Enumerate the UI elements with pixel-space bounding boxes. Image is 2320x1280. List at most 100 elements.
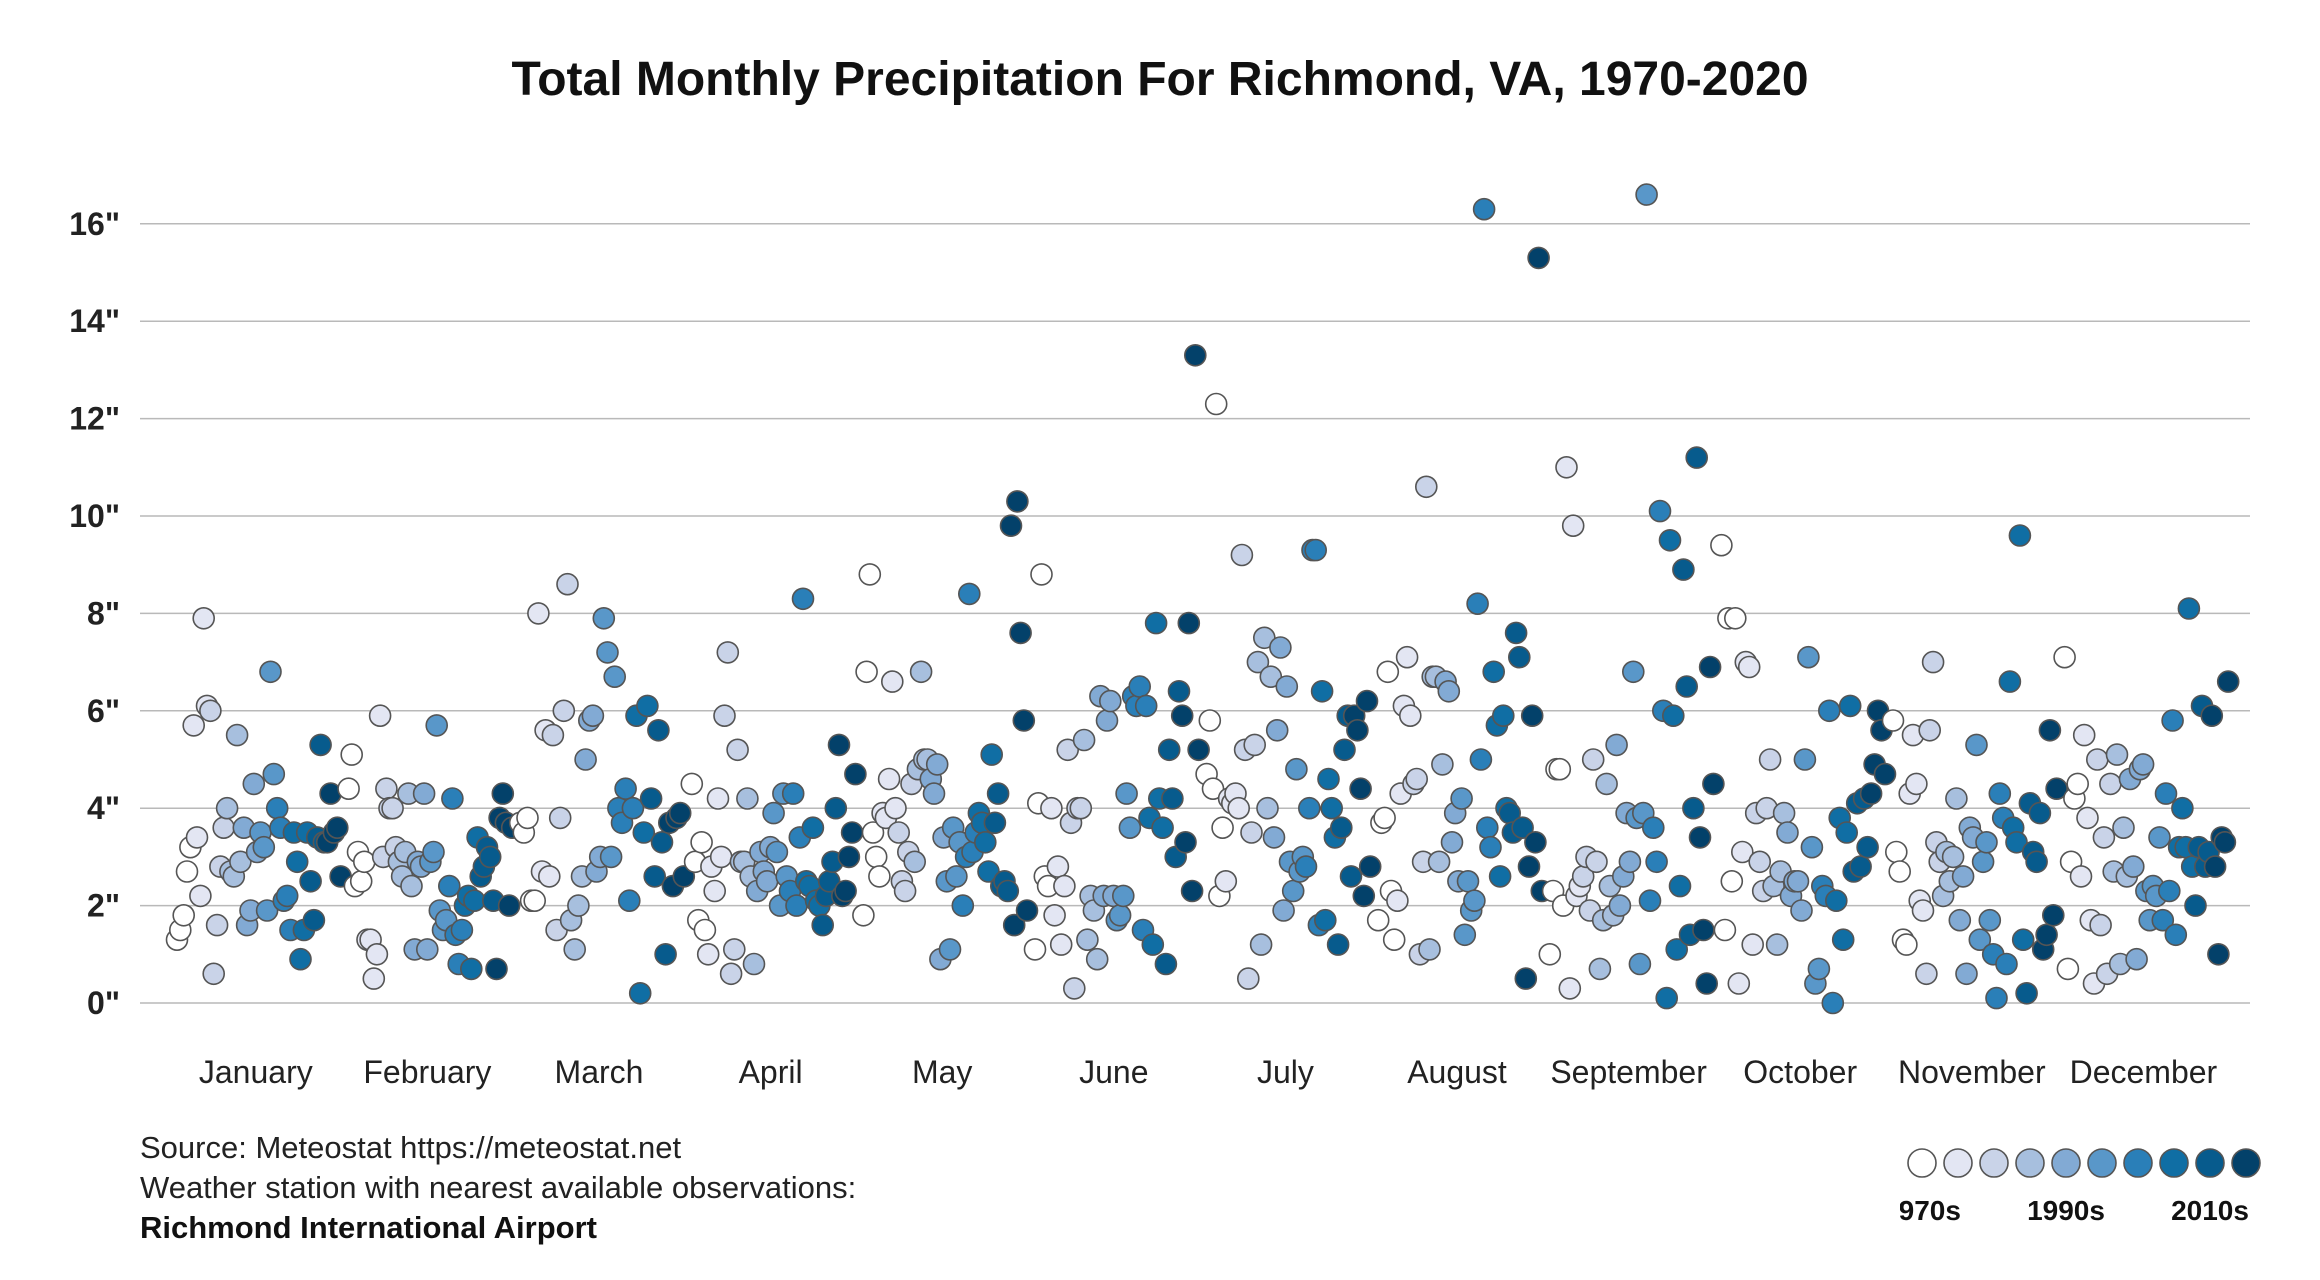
data-point (1355, 689, 1379, 713)
data-point (837, 845, 861, 869)
data-point (1918, 718, 1941, 742)
legend-swatch (2051, 1148, 2081, 1178)
data-point (2028, 801, 2052, 825)
data-point (1269, 636, 1292, 659)
data-point (1595, 772, 1618, 796)
data-point (980, 743, 1004, 766)
data-point (855, 660, 878, 684)
data-point (1645, 850, 1668, 874)
data-point (1668, 874, 1692, 898)
data-point (275, 884, 299, 908)
data-point (2161, 709, 2184, 732)
data-point (441, 787, 464, 810)
data-point (1895, 933, 1918, 956)
data-point (1790, 899, 1813, 922)
data-point (2213, 830, 2237, 854)
data-point (2069, 865, 2093, 888)
x-tick-label: December (2070, 1054, 2218, 1090)
data-point (425, 714, 449, 737)
data-point (1275, 675, 1299, 698)
data-point (1310, 679, 1334, 703)
data-point (973, 830, 997, 854)
data-point (938, 938, 962, 961)
data-point (2005, 830, 2028, 854)
data-point (1555, 455, 1578, 479)
data-point (1888, 860, 1911, 883)
data-point (1965, 733, 1988, 757)
data-point (1662, 704, 1685, 728)
data-point (2148, 826, 2171, 849)
data-point (1431, 753, 1454, 776)
data-point (552, 699, 576, 723)
data-point (1793, 748, 1817, 771)
data-point (827, 733, 851, 757)
data-point (986, 782, 1010, 805)
data-point (1921, 650, 1945, 674)
data-point (1002, 913, 1026, 937)
data-point (2125, 947, 2148, 971)
data-point (205, 913, 229, 937)
station-line: Weather station with nearest available o… (140, 1170, 857, 1205)
y-tick-label: 0" (87, 985, 120, 1021)
x-tick-label: January (199, 1054, 313, 1090)
data-point (215, 796, 239, 820)
data-point (1695, 972, 1718, 995)
data-point (1665, 938, 1688, 961)
data-point (834, 879, 857, 903)
data-point (1330, 816, 1353, 840)
data-point (1635, 183, 1658, 206)
data-point (1108, 903, 1132, 927)
data-point (2200, 704, 2224, 728)
data-point (1978, 908, 2002, 932)
data-point (1053, 874, 1076, 898)
data-point (1243, 733, 1266, 757)
legend-swatch (2015, 1148, 2045, 1178)
data-point (903, 850, 927, 874)
data-point (352, 850, 376, 874)
data-point (1006, 490, 1029, 513)
data-point (212, 816, 235, 840)
data-point (1682, 796, 1705, 820)
data-point (1998, 670, 2022, 693)
data-point (1161, 787, 1184, 810)
data-point (1720, 869, 1744, 893)
data-point (877, 767, 901, 791)
data-point (1758, 748, 1782, 771)
data-point (1748, 850, 1771, 874)
data-point (1227, 796, 1250, 820)
data-point (478, 845, 502, 869)
data-point (1285, 757, 1308, 781)
data-point (2015, 981, 2038, 1005)
y-tick-label: 6" (87, 693, 120, 729)
data-point (1772, 801, 1796, 825)
data-point (2122, 855, 2145, 878)
x-tick-label: February (363, 1054, 491, 1090)
data-point (621, 796, 645, 820)
data-point (1724, 606, 1747, 630)
data-point (1349, 777, 1372, 801)
data-point (242, 772, 266, 796)
data-point (1605, 733, 1628, 757)
data-point (1167, 679, 1191, 703)
data-point (255, 899, 279, 922)
data-point (1835, 821, 1858, 844)
data-point (537, 865, 561, 888)
data-point (375, 777, 398, 801)
data-point (1040, 796, 1063, 820)
data-point (1237, 967, 1260, 990)
data-point (844, 762, 867, 786)
data-point (1797, 645, 1820, 669)
data-point (1727, 972, 1751, 995)
data-point (650, 830, 674, 854)
x-tick-label: July (1257, 1054, 1314, 1090)
y-tick-label: 2" (87, 888, 120, 924)
data-point (1618, 850, 1642, 874)
data-point (1085, 947, 1109, 971)
data-point (1151, 816, 1174, 840)
data-point (1376, 660, 1400, 684)
data-point (516, 806, 539, 830)
data-point (1517, 855, 1541, 878)
data-point (1174, 830, 1197, 854)
data-point (1076, 928, 1099, 952)
data-point (1741, 933, 1764, 956)
